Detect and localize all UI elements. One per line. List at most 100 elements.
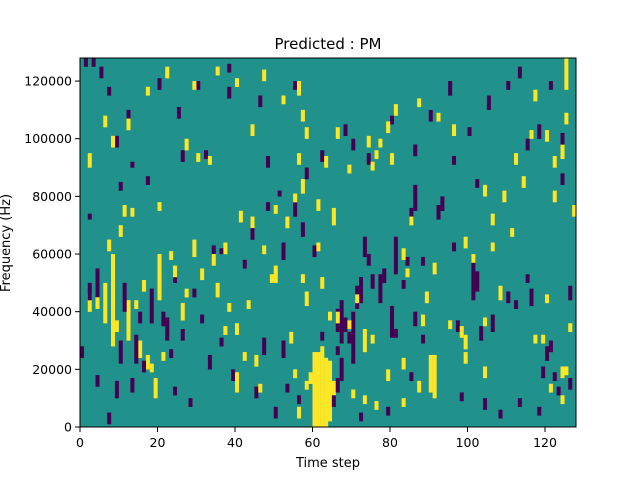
heatmap-cell [393, 236, 398, 275]
heatmap-cell [324, 357, 329, 428]
heatmap-cell [471, 256, 476, 301]
heatmap-cell [533, 334, 538, 344]
heatmap-cell [331, 380, 336, 405]
heatmap-cell [157, 78, 162, 90]
heatmap-cell [529, 130, 534, 139]
heatmap-cell [537, 124, 542, 139]
heatmap-cell [273, 205, 278, 214]
heatmap-cell [300, 109, 305, 122]
heatmap-cell [436, 205, 441, 220]
heatmap-cell [405, 256, 410, 266]
heatmap-cell [362, 395, 367, 405]
x-tick-label: 120 [533, 435, 557, 450]
heatmap-cell [87, 213, 92, 220]
heatmap-cell [207, 156, 212, 165]
heatmap-cell [269, 274, 274, 284]
heatmap-cell [196, 81, 201, 90]
heatmap-cell [250, 124, 255, 136]
heatmap-cell [149, 363, 154, 373]
heatmap-cell [405, 268, 410, 278]
heatmap-cell [227, 303, 232, 312]
heatmap-cell [235, 78, 240, 87]
heatmap-cell [289, 331, 294, 344]
heatmap-cell [180, 303, 185, 321]
heatmap-cell [281, 242, 286, 260]
heatmap-cell [297, 395, 302, 405]
heatmap-cell [428, 354, 433, 393]
heatmap-cell [556, 386, 561, 396]
heatmap-cell [370, 274, 375, 289]
heatmap-cell [200, 268, 205, 281]
heatmap-cell [498, 285, 503, 301]
heatmap-cell [386, 369, 391, 382]
heatmap-cell [254, 354, 259, 367]
heatmap-cell [421, 334, 426, 344]
heatmap-cell [126, 300, 131, 341]
heatmap-cell [192, 239, 197, 258]
heatmap-cell [568, 285, 573, 301]
heatmap-cell [401, 279, 406, 289]
y-axis-label: Frequency (Hz) [0, 194, 14, 292]
heatmap-cell [266, 202, 271, 211]
heatmap-cell [165, 317, 170, 341]
heatmap-cell [386, 121, 391, 134]
heatmap-cell [362, 328, 367, 353]
heatmap-cell [219, 337, 224, 347]
heatmap-cell [548, 340, 553, 353]
heatmap-cell [169, 349, 174, 358]
heatmap-cell [390, 115, 395, 125]
heatmap-cell [304, 380, 309, 390]
heatmap-cell [343, 317, 348, 333]
heatmap-cell [235, 372, 240, 393]
heatmap-cell [211, 245, 216, 258]
heatmap-cell [114, 320, 119, 333]
heatmap-cell [366, 153, 371, 165]
heatmap-cell [273, 265, 278, 284]
heatmap-cell [80, 346, 85, 358]
heatmap-cell [490, 242, 495, 252]
heatmap-cell [192, 288, 197, 298]
heatmap-cell [382, 268, 387, 284]
heatmap-cell [421, 256, 426, 266]
heatmap-cell [463, 334, 468, 350]
heatmap-cell [161, 311, 166, 327]
heatmap-cell [568, 377, 573, 390]
heatmap-cell [374, 150, 379, 160]
heatmap-cell [118, 181, 123, 191]
x-tick-label: 20 [150, 435, 166, 450]
heatmap-cell [227, 86, 232, 99]
heatmap-cell [118, 225, 123, 237]
heatmap-cell [378, 274, 383, 304]
heatmap-cell [262, 69, 267, 82]
heatmap-cell [316, 242, 321, 252]
heatmap-cell [316, 199, 321, 211]
heatmap-cell [386, 406, 391, 416]
heatmap-cell [366, 135, 371, 148]
heatmap-cell [459, 392, 464, 402]
heatmap-cell [231, 369, 236, 382]
x-tick-label: 80 [382, 435, 398, 450]
heatmap-cell [184, 288, 189, 298]
heatmap-cell [227, 63, 232, 73]
heatmap-cell [370, 334, 375, 344]
heatmap-cell [111, 254, 116, 347]
heatmap-cell [432, 354, 437, 399]
heatmap-cell [335, 311, 340, 324]
heatmap-cell [130, 161, 135, 168]
heatmap-cell [300, 222, 305, 237]
heatmap-cell [111, 135, 116, 148]
y-tick-label: 80000 [32, 189, 72, 204]
heatmap-cell [258, 383, 263, 393]
heatmap-cell [355, 294, 360, 304]
heatmap-cell [432, 262, 437, 275]
heatmap-cell [180, 328, 185, 341]
heatmap-cell [541, 334, 546, 344]
heatmap-cell [533, 89, 538, 102]
heatmap-cell [448, 81, 453, 96]
heatmap-cell [273, 406, 278, 419]
heatmap-cell [541, 366, 546, 379]
heatmap-cell [506, 291, 511, 304]
heatmap-cell [266, 156, 271, 168]
heatmap-cell [107, 412, 112, 425]
